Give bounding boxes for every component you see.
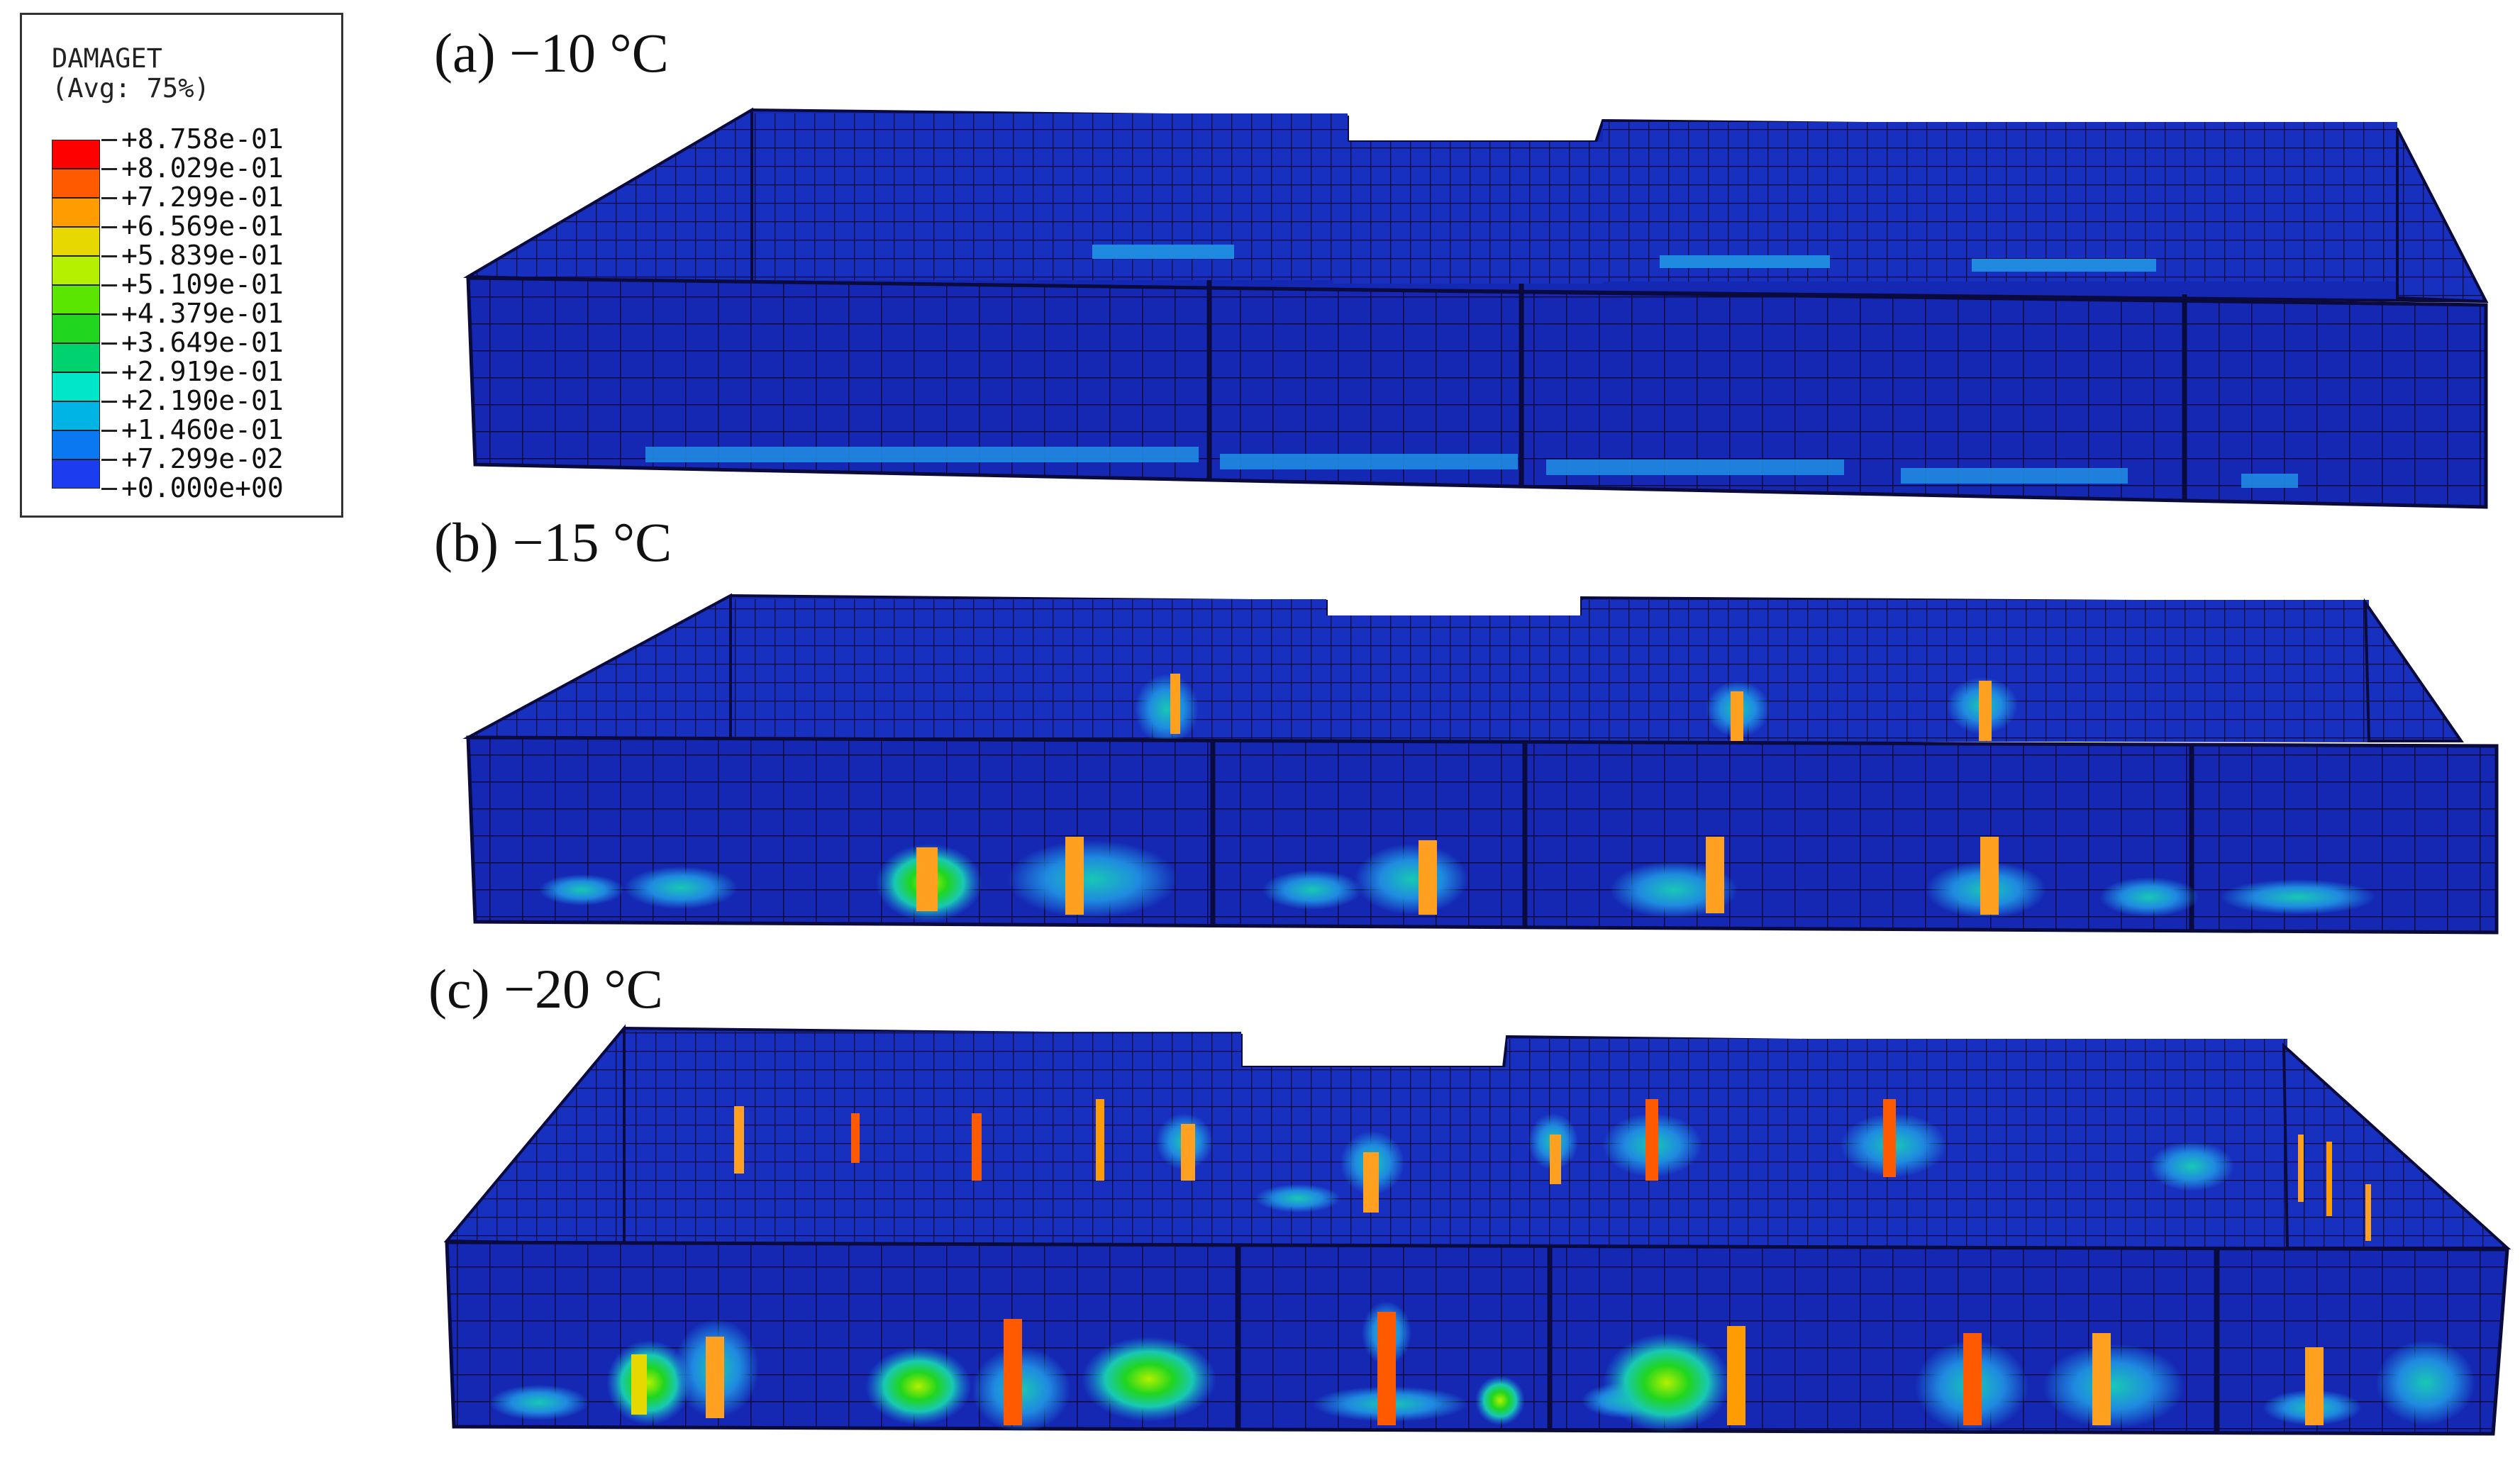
panel-a-side-wall-right: [2396, 128, 2489, 303]
legend-tick: [101, 168, 117, 170]
panel-b-side-wall: [462, 593, 732, 743]
legend-value: +4.379e-01: [121, 298, 284, 329]
model-panel-b: [462, 593, 2499, 935]
legend-tick: [101, 459, 117, 461]
panel-a-back-wall-right: [1603, 122, 2397, 282]
panel-a-base-damage-2: [1220, 454, 1518, 469]
panel-a-inner-damage-3: [1972, 259, 2156, 272]
legend-swatch: [52, 401, 100, 430]
legend-swatch: [52, 256, 100, 285]
panel-a-back-wall-left: [752, 113, 1348, 280]
legend-value: +8.758e-01: [121, 123, 284, 155]
panel-a-base-damage-4: [1901, 468, 2128, 484]
panel-c-front-hotspots: [489, 1301, 2475, 1432]
legend-swatch: [52, 198, 100, 227]
legend-value: +7.299e-01: [121, 182, 284, 213]
model-panel-c: [443, 1024, 2511, 1436]
color-legend: DAMAGET (Avg: 75%) +8.758e-01 +8.029e-01 +…: [20, 13, 343, 518]
legend-tick: [101, 255, 117, 257]
legend-swatch: [52, 372, 100, 401]
legend-swatch: [52, 314, 100, 343]
panel-c-label: (c) −20 °C: [428, 958, 663, 1020]
legend-title: DAMAGET: [52, 43, 162, 74]
panel-a-base-damage-1: [645, 447, 1199, 462]
panel-a-inner-damage-2: [1660, 255, 1830, 268]
legend-swatch: [52, 227, 100, 256]
legend-swatch: [52, 285, 100, 314]
panel-b-inner-hotspots: [1135, 674, 2018, 745]
legend-tick: [101, 342, 117, 345]
panel-b-label: (b) −15 °C: [434, 511, 672, 573]
legend-tick: [101, 430, 117, 432]
legend-tick: [101, 197, 117, 199]
panel-a-base-damage-5: [2241, 474, 2298, 488]
legend-value: +2.919e-01: [121, 356, 284, 387]
legend-swatch: [52, 140, 100, 169]
legend-tick: [101, 139, 117, 141]
panel-a-inner-damage-1: [1092, 245, 1234, 259]
legend-value: +7.299e-02: [121, 443, 284, 474]
legend-value: +8.029e-01: [121, 152, 284, 184]
legend-swatch: [52, 343, 100, 372]
legend-tick: [101, 226, 117, 228]
legend-value: +0.000e+00: [121, 472, 284, 503]
panel-a-side-wall: [462, 107, 753, 286]
panel-a-base-damage-3: [1546, 459, 1844, 475]
panel-c-inner-hotspots: [734, 1099, 2371, 1241]
legend-swatch: [52, 430, 100, 459]
panel-c-side-wall-right: [2282, 1042, 2511, 1249]
legend-tick: [101, 488, 117, 490]
legend-tick: [101, 401, 117, 403]
legend-value: +2.190e-01: [121, 385, 284, 416]
legend-value: +3.649e-01: [121, 327, 284, 358]
legend-value: +6.569e-01: [121, 211, 284, 242]
panel-c-back-wall-left: [624, 1032, 1241, 1244]
panel-b-side-wall-right: [2363, 598, 2464, 742]
panel-b-front-hotspots: [539, 837, 2376, 922]
panel-b-back-wall-left: [731, 599, 1326, 741]
panel-b-back-wall-mid: [1316, 615, 1585, 743]
panel-a-back-wall-mid: [1333, 142, 1603, 284]
legend-subtitle: (Avg: 75%): [52, 73, 210, 104]
legend-tick: [101, 284, 117, 286]
panel-a-label: (a) −10 °C: [434, 22, 669, 84]
legend-tick: [101, 313, 117, 316]
legend-swatch: [52, 459, 100, 489]
legend-value: +5.109e-01: [121, 269, 284, 300]
legend-value: +1.460e-01: [121, 414, 284, 445]
legend-tick: [101, 372, 117, 374]
model-panel-a: [462, 107, 2489, 509]
legend-value: +5.839e-01: [121, 240, 284, 271]
panel-c-side-wall: [443, 1024, 626, 1247]
legend-swatch: [52, 169, 100, 198]
